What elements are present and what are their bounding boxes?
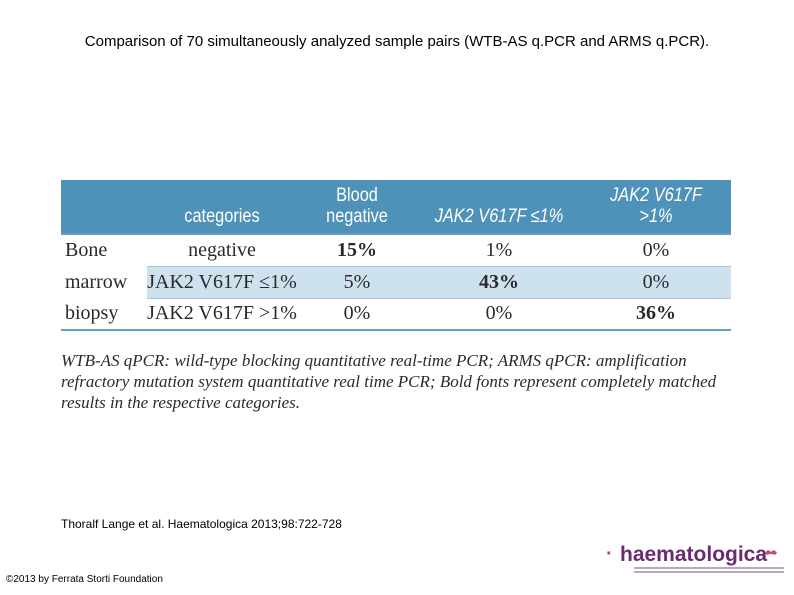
citation: Thoralf Lange et al. Haematologica 2013;… (61, 517, 342, 531)
row-label: marrow (65, 270, 128, 293)
cell-value: 36% (581, 298, 731, 331)
header-jak2-le: JAK2 V617F ≤1% (434, 206, 564, 227)
table-header-row: categories Blood negative JAK2 V617F ≤1%… (61, 180, 731, 234)
cell-value: 0% (581, 265, 731, 299)
table-footnote: WTB-AS qPCR: wild-type blocking quantita… (61, 351, 717, 412)
logo-tagline-lines (634, 567, 784, 577)
header-jak2-gt: JAK2 V617F >1% (610, 185, 702, 227)
cell-value: 5% (297, 265, 417, 299)
table-row: Bone negative 15% 1% 0% (61, 233, 731, 266)
cell-value: 0% (581, 233, 731, 266)
row-category: negative (147, 233, 297, 266)
row-label: Bone (61, 233, 147, 266)
header-blood-negative: Blood negative (305, 180, 408, 234)
row-category: JAK2 V617F ≤1% (147, 265, 297, 299)
results-table: categories Blood negative JAK2 V617F ≤1%… (61, 180, 731, 331)
journal-logo-icon: · (606, 543, 613, 565)
cell-value: 43% (417, 265, 581, 299)
emblem-icon (765, 550, 777, 555)
cell-value: 1% (417, 233, 581, 266)
row-label: biopsy (61, 298, 147, 331)
cell-value: 0% (297, 298, 417, 331)
header-empty (67, 180, 141, 234)
slide-title: Comparison of 70 simultaneously analyzed… (84, 33, 710, 50)
header-categories: categories (184, 206, 260, 227)
table-row: marrow JAK2 V617F ≤1% 5% 43% 0% (61, 265, 731, 299)
copyright-notice: ©2013 by Ferrata Storti Foundation (6, 574, 163, 585)
header-blood-line2: negative (326, 206, 388, 227)
journal-logo-wordmark: haematologica (620, 543, 768, 566)
results-table-container: categories Blood negative JAK2 V617F ≤1%… (61, 180, 731, 331)
cell-value: 0% (417, 298, 581, 331)
cell-value: 15% (297, 233, 417, 266)
row-category: JAK2 V617F >1% (147, 298, 297, 331)
table-row: biopsy JAK2 V617F >1% 0% 0% 36% (61, 298, 731, 331)
header-blood-line1: Blood (336, 185, 378, 206)
journal-logo: · haematologica (606, 543, 786, 577)
